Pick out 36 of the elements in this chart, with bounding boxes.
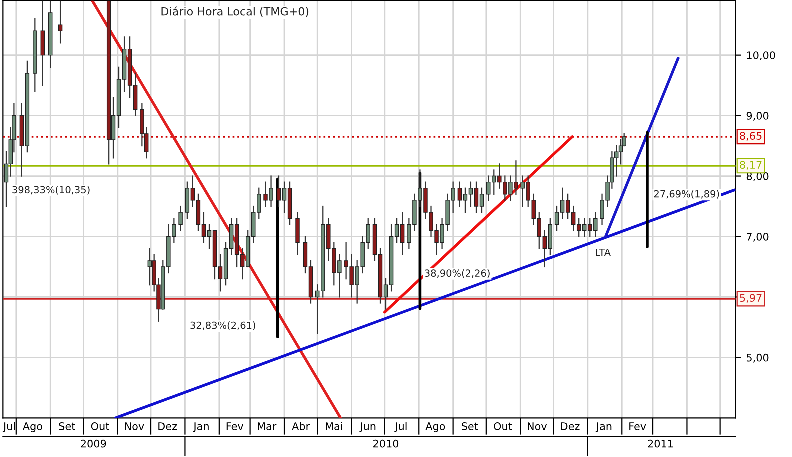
- x2-tick-label: 2010: [374, 440, 399, 448]
- x-tick-label: Jan: [193, 422, 209, 432]
- y-tick-label: 10,00: [747, 52, 776, 61]
- x2-tick-label: 2009: [81, 440, 106, 448]
- chart-title: Diário Hora Local (TMG+0): [162, 6, 309, 18]
- x-tick-label: Abr: [292, 422, 310, 430]
- y-tick-label: 9,00: [746, 112, 769, 121]
- annotation: 32,83%(2,61): [190, 322, 256, 330]
- x-tick-label: Jul: [2, 422, 16, 432]
- y-tick-label: 7,00: [747, 232, 769, 242]
- x-tick-label: Out: [494, 422, 512, 430]
- annotation: 27,69%(1,89): [654, 190, 720, 199]
- annotation: 38,90%(2,26): [425, 270, 490, 278]
- x-tick-label: Set: [59, 422, 76, 430]
- x-tick-label: Set: [462, 422, 478, 430]
- y-tick-label: 5,00: [746, 354, 769, 363]
- ref-line-label: 8,17: [740, 161, 762, 170]
- ref-line-label: 5,97: [740, 294, 762, 304]
- x2-tick-label: 2011: [648, 440, 674, 448]
- x-tick-label: Fev: [226, 422, 244, 430]
- x-tick-label: Jan: [596, 422, 612, 432]
- x-tick-label: Fev: [630, 422, 646, 430]
- x-tick-label: Nov: [528, 422, 548, 430]
- x-tick-label: Out: [91, 422, 110, 430]
- x-tick-label: Mar: [258, 422, 277, 430]
- x-tick-label: Nov: [125, 422, 144, 430]
- annotation: LTA: [596, 248, 611, 256]
- x-tick-label: Dez: [158, 422, 178, 430]
- x-tick-label: Ago: [426, 422, 446, 432]
- x-tick-label: Jun: [360, 422, 376, 432]
- annotation: 398,33%(10,35): [12, 186, 90, 195]
- x-tick-label: Dez: [561, 422, 580, 430]
- x-tick-label: Ago: [22, 422, 42, 432]
- x-tick-label: Jul: [394, 422, 407, 432]
- ref-line-label: 8,65: [740, 132, 762, 142]
- x-tick-label: Mai: [326, 422, 342, 430]
